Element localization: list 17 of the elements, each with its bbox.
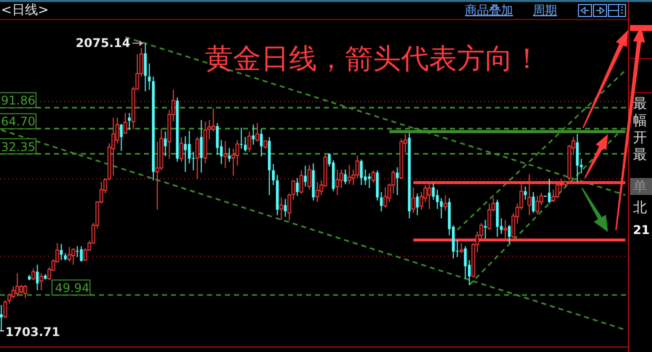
annotation: 91.86: [1, 94, 36, 108]
annotation: 1703.71: [5, 324, 60, 339]
text: 北: [633, 200, 647, 216]
annotation: 49.94: [55, 281, 90, 296]
text: 商品叠加: [465, 3, 513, 17]
text: 幅: [633, 113, 647, 129]
annotation: 2075.14: [76, 36, 130, 50]
text: <日线>: [1, 3, 49, 18]
text: 开: [633, 130, 647, 146]
text: 黄金日线，箭头代表方向！: [205, 42, 541, 75]
annotation: 32.35: [1, 140, 36, 154]
text: 最: [633, 96, 647, 112]
text: 周期: [533, 3, 557, 17]
text: 21: [633, 223, 650, 237]
text: 最: [633, 147, 647, 163]
text: 单: [633, 179, 647, 195]
annotation: 64.70: [1, 114, 36, 129]
